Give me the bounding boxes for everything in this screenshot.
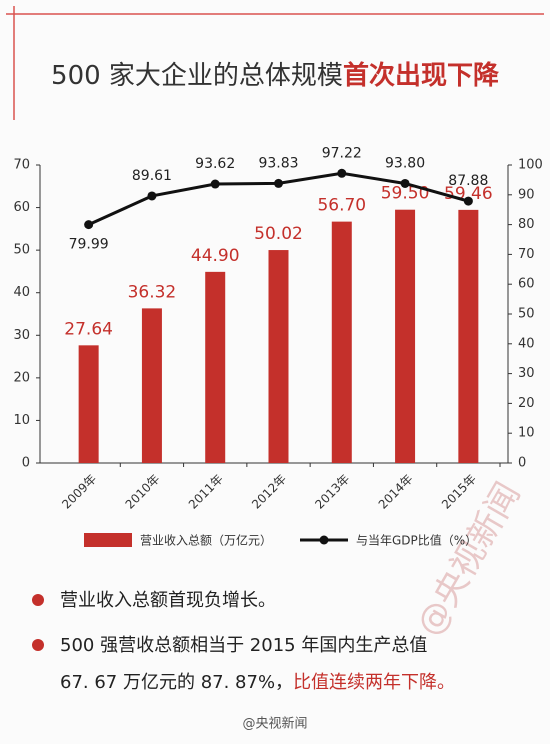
note: 营业收入总额首现负增长。 [60, 590, 276, 611]
bullet [32, 639, 44, 651]
legend-label: 与当年GDP比值（%） [356, 533, 477, 548]
y2-tick-label: 10 [518, 426, 535, 441]
title-main: 500 家大企业的总体规模 [51, 61, 343, 91]
bar [331, 221, 352, 463]
y-tick-label: 20 [13, 370, 30, 385]
y2-tick-label: 70 [518, 247, 535, 262]
y2-tick-label: 50 [518, 307, 535, 322]
note: 500 强营收总额相当于 2015 年国内生产总值 [60, 635, 427, 656]
bar-value-label: 59.50 [381, 184, 430, 204]
line-value-label: 79.99 [69, 237, 109, 253]
bar [205, 271, 226, 463]
note-highlight: 比值连续两年下降。 [293, 672, 455, 693]
note-part: 67. 67 万亿元的 87. 87%， [60, 672, 293, 693]
bar-value-label: 56.70 [317, 196, 366, 216]
line-point [400, 178, 410, 188]
bar-value-label: 50.02 [254, 224, 303, 244]
line-point [210, 179, 220, 189]
y-tick-label: 30 [13, 328, 30, 343]
line-point [147, 191, 157, 201]
bar [78, 345, 99, 463]
line-point [84, 220, 94, 230]
bullet [32, 594, 44, 606]
line-value-label: 93.83 [258, 155, 298, 171]
y2-tick-label: 20 [518, 396, 535, 411]
legend-label: 营业收入总额（万亿元） [140, 533, 272, 548]
y2-tick-label: 0 [518, 456, 526, 471]
line-value-label: 89.61 [132, 168, 172, 184]
bar [141, 308, 162, 463]
y-tick-label: 50 [13, 243, 30, 258]
bar [268, 250, 289, 463]
line-value-label: 93.80 [385, 155, 425, 171]
credit: @央视新闻 [242, 716, 307, 732]
line-point [463, 196, 473, 206]
y-tick-label: 10 [13, 413, 30, 428]
y2-tick-label: 90 [518, 187, 535, 202]
line-point [337, 168, 347, 178]
title-highlight: 首次出现下降 [343, 60, 500, 91]
y2-tick-label: 40 [518, 336, 535, 351]
chart-title: 500 家大企业的总体规模首次出现下降 [51, 60, 500, 91]
y2-tick-label: 60 [518, 277, 535, 292]
bar-value-label: 44.90 [191, 246, 240, 266]
legend-swatch-point [319, 535, 329, 545]
line-value-label: 87.88 [448, 173, 488, 189]
y-tick-label: 60 [13, 200, 30, 215]
note: 67. 67 万亿元的 87. 87%，比值连续两年下降。 [60, 672, 455, 693]
bar [458, 209, 479, 463]
bar-value-label: 27.64 [64, 319, 113, 339]
y2-tick-label: 100 [518, 158, 543, 173]
bar-value-label: 36.32 [128, 282, 177, 302]
y2-tick-label: 80 [518, 217, 535, 232]
line-value-label: 93.62 [195, 156, 235, 172]
y-tick-label: 40 [13, 285, 30, 300]
y-tick-label: 0 [22, 456, 30, 471]
y2-tick-label: 30 [518, 366, 535, 381]
bar [395, 209, 416, 463]
y-tick-label: 70 [13, 158, 30, 173]
line-point [274, 178, 283, 188]
line-value-label: 97.22 [322, 145, 362, 161]
legend-swatch [84, 533, 132, 547]
